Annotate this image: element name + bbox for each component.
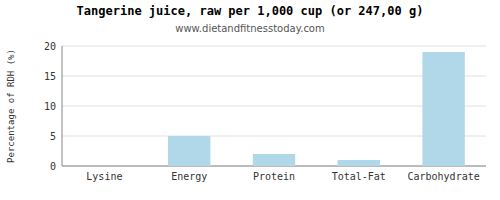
x-tick-label: Protein [253, 171, 295, 182]
bar [168, 136, 210, 166]
y-axis-line [62, 46, 63, 166]
title: Tangerine juice, raw per 1,000 cup (or 2… [77, 4, 424, 18]
grid-line [62, 46, 486, 47]
y-tick-label: 0 [50, 161, 56, 172]
grid [62, 46, 486, 166]
x-tick-label: Energy [171, 171, 207, 182]
axes: 0 5 10 15 20 Lysine Energy Protein Total-Fat Carb… [44, 41, 486, 183]
bar [83, 166, 125, 167]
bars [168, 52, 465, 166]
bar [422, 52, 464, 166]
y-tick-label: 5 [50, 131, 56, 142]
x-tick-label: Carbohydrate [407, 171, 479, 182]
x-tick-label: Lysine [86, 171, 122, 182]
y-axis-label: Percentage of RDH (%) [6, 49, 16, 163]
chart: Tangerine juice, raw per 1,000 cup (or 2… [0, 0, 500, 200]
subtitle: www.dietandfitnesstoday.com [175, 23, 324, 34]
y-tick-label: 10 [44, 101, 56, 112]
x-tick-label: Total-Fat [332, 171, 386, 182]
bar [253, 154, 295, 166]
bar [338, 160, 380, 166]
y-tick-label: 20 [44, 41, 56, 52]
y-tick-label: 15 [44, 71, 56, 82]
